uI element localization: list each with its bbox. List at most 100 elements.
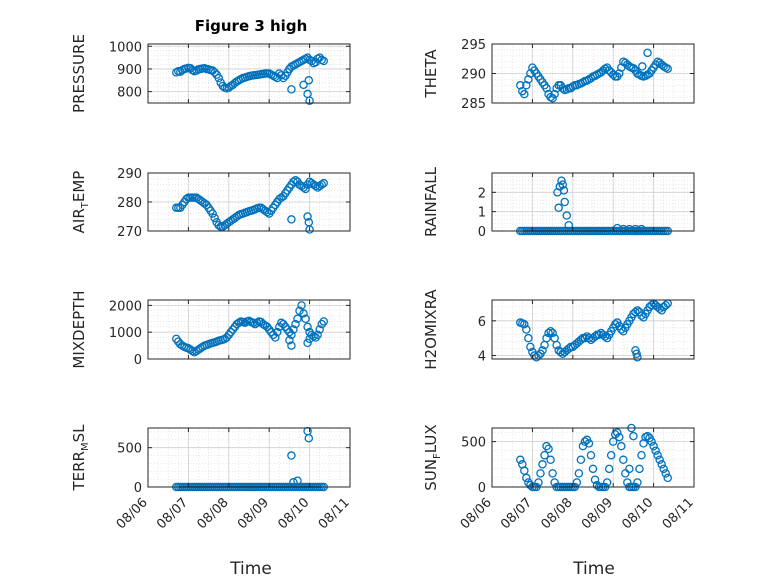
data-point [576,335,586,345]
data-point [554,203,563,213]
y-tick-label: 285 [461,97,486,112]
data-point [522,473,531,483]
data-point [550,89,559,99]
data-point [612,428,622,437]
data-point [544,328,553,338]
data-point [214,73,223,83]
data-point [526,342,535,352]
data-point [315,325,324,334]
data-point [210,68,219,77]
data-point [564,220,574,230]
data-point [516,81,525,90]
data-point [615,69,624,78]
data-point [303,338,312,348]
data-point [619,455,628,465]
data-point [661,300,670,310]
data-point [556,347,565,357]
y-axis-label-rainfall: RAINFALL [422,166,440,237]
data-point [647,437,656,446]
data-point [311,181,320,191]
y-tick-label: 0 [134,481,142,496]
data-point [520,89,529,99]
y-axis-label-mixdepth: MIXDEPTH [70,290,88,368]
y-tick-label: 800 [117,86,142,101]
y-tick-label: 0 [134,353,142,368]
data-point [548,94,557,103]
data-point [594,330,604,339]
data-point [234,318,244,328]
subplot-h2omixra: 4 6 H2OMIXRA [422,289,695,370]
x-tick-label: 08/11 [316,495,353,532]
data-point [602,478,612,487]
data-point [637,224,646,234]
data-point [637,450,646,460]
data-point [293,314,302,324]
data-point [610,320,620,329]
data-point [600,332,610,341]
data-point [572,478,582,487]
data-point [536,469,545,478]
y-axis-label-terr_msl: TERRMSL [70,424,91,492]
data-point [606,450,616,460]
data-point [291,319,300,329]
y-tick-label: 4 [478,350,486,365]
data-point [637,311,646,320]
data-point [301,314,310,324]
x-tick-label: 08/08 [195,495,232,532]
data-point [590,475,600,484]
data-point [558,84,567,93]
axes-box [491,172,695,232]
x-tick-label: 08/09 [235,495,272,532]
data-point [304,433,314,443]
subplot-theta: 285 290 295 THETA [422,38,695,112]
data-point [546,326,555,336]
data-point [586,450,596,460]
data-point [305,334,314,344]
subplot-pressure: 800 900 1000 PRESSURE [70,34,351,113]
data-point [319,178,328,188]
x-tick-label: 08/11 [660,495,697,532]
data-point [638,62,647,71]
y-tick-label: 1000 [109,40,142,55]
data-point [319,56,328,66]
series-mixdepth [172,301,328,357]
data-point [659,464,668,474]
subplot-mixdepth: 0 1000 2000 MIXDEPTH [70,290,351,369]
data-point [580,333,590,343]
data-point [252,318,262,328]
data-point [301,184,310,194]
data-point [305,225,314,234]
data-point [580,437,590,446]
data-point [629,431,638,441]
data-point [214,220,223,230]
data-point [574,469,584,478]
data-point [188,346,197,356]
subplot-rainfall: 0 1 2 RAINFALL [422,166,695,240]
y-tick-label: 280 [117,196,142,211]
data-point [271,333,280,342]
data-point [633,353,642,362]
x-tick-label: 08/06 [114,495,151,532]
data-point [663,473,672,483]
data-point [538,346,547,355]
data-point [617,441,626,451]
data-point [208,209,217,218]
data-point [588,464,598,474]
data-point [522,325,531,334]
data-point [289,325,298,334]
x-tick-label: 08/06 [458,495,495,532]
data-point [559,186,569,195]
data-point [560,197,569,207]
data-point [631,307,640,317]
y-axis-label-pressure: PRESSURE [70,34,88,113]
y-tick-label: 295 [461,38,486,53]
data-point [524,75,533,84]
data-point [317,180,326,189]
data-point [661,469,670,478]
data-point [649,441,658,451]
data-point [248,318,258,328]
data-point [546,455,555,465]
data-point [210,213,219,223]
series-pressure [172,53,328,105]
